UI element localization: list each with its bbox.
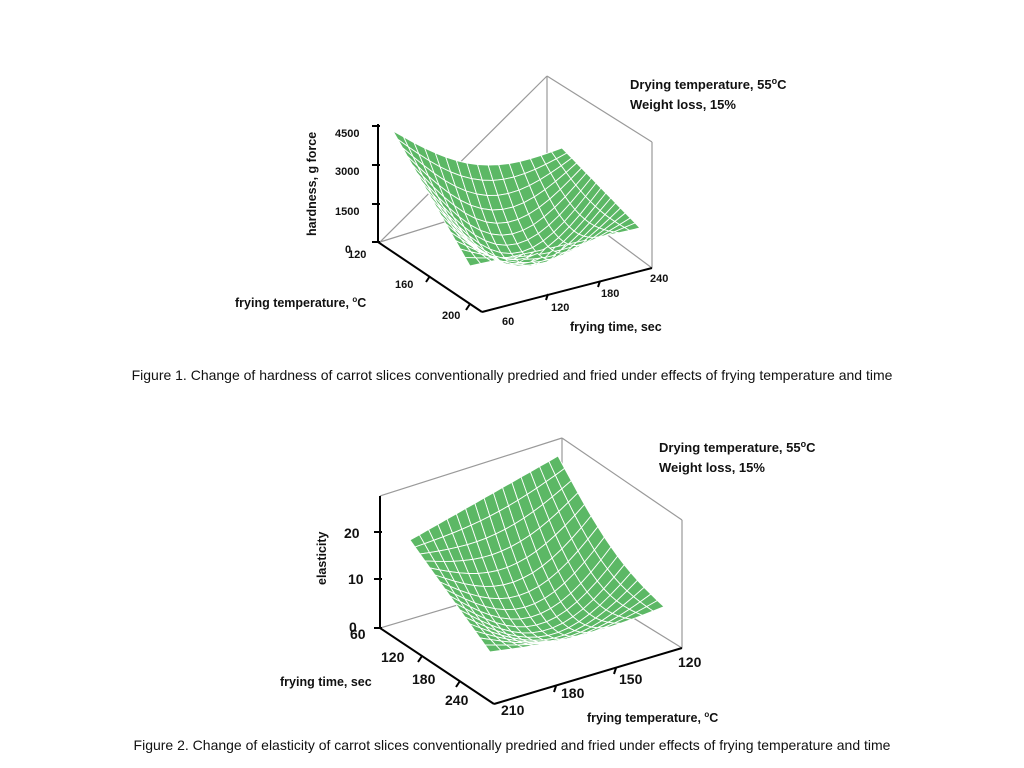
time-tick-label: 240 [445,692,469,708]
time-tick [545,293,549,301]
temperature-axis-line [493,647,683,705]
time-tick-label: 180 [412,671,436,687]
time-tick [455,680,461,688]
time-tick-label: 120 [551,302,569,314]
z-tick-label: 20 [344,525,360,541]
temperature-tick-label: 120 [678,654,702,670]
temperature-tick-label: 150 [619,671,643,687]
time-tick-label: 120 [381,649,405,665]
time-tick-label: 240 [650,273,668,285]
temperature-tick [425,275,431,283]
temperature-tick-label: 200 [442,310,460,322]
axis-ticks [374,531,617,693]
box-edge [379,437,563,497]
hardness-surface-plot: 4500 3000 1500 0 120 160 200 60 120 180 … [235,75,787,334]
frying-time-axis-label: frying time, sec [570,320,662,334]
axis-ticks [372,125,601,311]
frying-temperature-axis-label: frying temperature, oC [235,295,366,310]
temperature-tick [465,303,471,311]
box-edge [546,75,653,143]
weight-loss-annotation: Weight loss, 15% [630,97,736,112]
hardness-surface-chart: 4500 3000 1500 0 120 160 200 60 120 180 … [235,75,787,334]
frying-time-axis-label: frying time, sec [280,675,372,689]
temperature-tick [613,667,617,675]
time-axis-line [379,627,495,705]
box-edge [561,437,683,521]
temperature-tick-label: 180 [561,685,585,701]
elasticity-surface [409,455,665,653]
weight-loss-annotation: Weight loss, 15% [659,460,765,475]
hardness-axis-label: hardness, g force [305,132,319,236]
time-tick [597,280,601,288]
surface-cell [515,265,531,267]
hardness-surface [391,129,641,267]
figure-1-caption: Figure 1. Change of hardness of carrot s… [131,367,893,383]
temperature-tick-label: 210 [501,702,525,718]
time-axis-line [481,267,653,313]
box-edge [379,75,548,243]
axes [379,496,683,705]
z-tick-label: 1500 [335,206,359,218]
elasticity-surface-plot: 20 10 0 60 120 180 240 210 180 150 120 e… [280,437,816,725]
figure-2-caption: Figure 2. Change of elasticity of carrot… [133,737,891,753]
z-tick-label: 0 [345,244,351,256]
temperature-tick [553,685,557,693]
frying-temperature-axis-label: frying temperature, oC [587,710,718,725]
time-tick-label: 60 [350,626,366,642]
time-tick-label: 60 [502,316,514,328]
elasticity-surface-chart: 20 10 0 60 120 180 240 210 180 150 120 e… [0,384,1024,768]
z-tick-label: 4500 [335,128,359,140]
z-tick-label: 3000 [335,166,359,178]
z-tick-label: 0 [349,619,357,635]
drying-conditions-annotation: Drying temperature, 55oC [630,76,787,92]
surface-cell [464,257,482,267]
time-tick-label: 180 [601,288,619,300]
drying-conditions-annotation: Drying temperature, 55oC [659,439,816,455]
temperature-tick-label: 160 [395,279,413,291]
surface-cell [484,644,502,653]
time-tick [417,655,423,663]
temperature-tick-label: 120 [348,249,366,261]
elasticity-axis-label: elasticity [315,531,329,585]
z-tick-label: 10 [348,571,364,587]
